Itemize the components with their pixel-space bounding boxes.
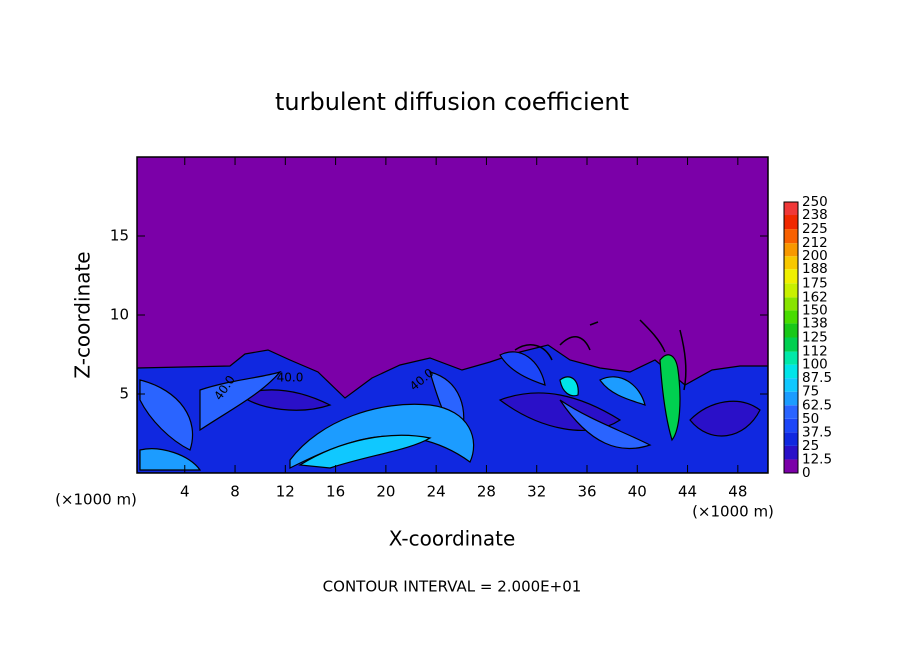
x-tick-label: 32 [527, 483, 546, 501]
colorbar-label: 0 [802, 465, 811, 481]
y-unit-label: (×1000 m) [55, 491, 137, 509]
x-tick-label: 28 [477, 483, 496, 501]
field-region [238, 389, 332, 411]
colorbar-label: 112 [802, 344, 828, 360]
colorbar-band [784, 432, 798, 446]
contour-line [679, 329, 687, 391]
colorbar-band [784, 445, 798, 460]
colorbar-band [784, 229, 798, 244]
colorbar-label: 162 [802, 289, 828, 305]
x-tick-label: 20 [376, 483, 395, 501]
y-axis-label: Z-coordinate [71, 251, 95, 378]
x-tick-label: 48 [728, 483, 747, 501]
colorbar-band [784, 310, 798, 324]
x-tick-label: 8 [230, 483, 240, 501]
colorbar-label: 212 [802, 235, 828, 251]
x-tick-label: 44 [678, 483, 697, 501]
field-region [298, 434, 432, 469]
x-tick-label: 24 [427, 483, 446, 501]
colorbar-band [784, 215, 798, 230]
colorbar-label: 100 [802, 357, 828, 373]
colorbar-band [784, 323, 798, 338]
field-region [559, 399, 652, 450]
field-region [689, 400, 761, 437]
colorbar-band [784, 283, 798, 298]
colorbar-label: 250 [802, 194, 828, 210]
contour-line [639, 319, 666, 353]
contour-line [589, 321, 599, 326]
colorbar-band [784, 418, 798, 433]
colorbar-label: 50 [802, 411, 819, 427]
colorbar-label: 238 [802, 207, 828, 223]
colorbar-band [784, 243, 798, 257]
x-unit-label: (×1000 m) [692, 503, 774, 521]
colorbar-band [784, 364, 798, 379]
field [137, 157, 768, 473]
colorbar-band [784, 378, 798, 392]
colorbar-label: 12.5 [802, 451, 832, 467]
colorbar-label: 37.5 [802, 424, 832, 440]
colorbar-label: 25 [802, 438, 819, 454]
field-region [659, 354, 681, 442]
colorbar-label: 87.5 [802, 370, 832, 386]
contour-line [559, 336, 591, 351]
field-region [599, 376, 646, 406]
field-region [199, 370, 282, 432]
field-region [499, 351, 546, 386]
chart-title: turbulent diffusion coefficient [275, 88, 629, 116]
colorbar-band [784, 459, 798, 473]
colorbar-band [784, 202, 798, 216]
colorbar-label: 200 [802, 248, 828, 264]
colorbar-band [784, 391, 798, 406]
colorbar-band [784, 337, 798, 352]
x-tick-label: 36 [577, 483, 596, 501]
contour-line [514, 344, 553, 361]
colorbar-band [784, 351, 798, 365]
colorbar-band [784, 269, 798, 284]
x-tick-label: 16 [326, 483, 345, 501]
field-region [139, 448, 202, 471]
y-tick-label: 15 [110, 227, 129, 245]
x-axis-label: X-coordinate [389, 527, 516, 551]
colorbar-label: 75 [802, 384, 819, 400]
colorbar-label: 188 [802, 261, 828, 277]
colorbar-frame [783, 201, 799, 474]
colorbar-label: 138 [802, 315, 828, 331]
x-tick-label: 4 [180, 483, 190, 501]
colorbar-label: 150 [802, 302, 828, 318]
y-tick-label: 5 [119, 385, 129, 403]
contour-label: 40.0 [277, 371, 304, 385]
y-tick-label: 10 [110, 306, 129, 324]
colorbar-band [784, 297, 798, 311]
colorbar-band [784, 405, 798, 419]
colorbar-band [784, 256, 798, 270]
colorbar-label: 175 [802, 275, 828, 291]
footer-note: CONTOUR INTERVAL = 2.000E+01 [323, 578, 582, 596]
x-tick-label: 40 [628, 483, 647, 501]
field-region [559, 376, 579, 397]
colorbar-label: 62.5 [802, 397, 832, 413]
colorbar-label: 125 [802, 330, 828, 346]
colorbar-label: 225 [802, 221, 828, 237]
field-region [139, 379, 194, 451]
x-tick-label: 12 [276, 483, 295, 501]
